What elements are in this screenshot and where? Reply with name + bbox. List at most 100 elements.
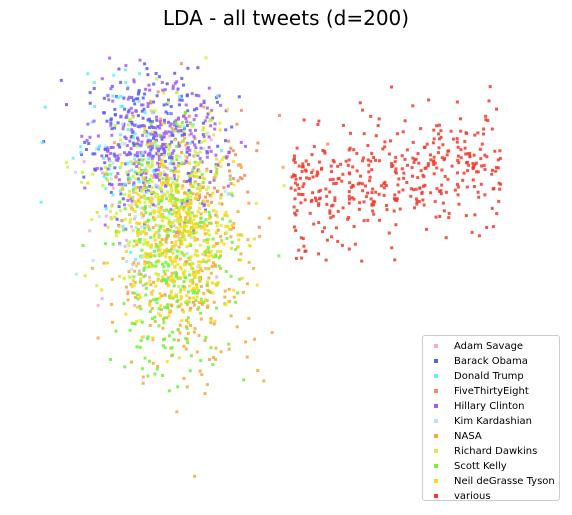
scatter-point xyxy=(205,299,209,302)
scatter-point xyxy=(130,122,134,126)
scatter-point xyxy=(171,330,175,334)
scatter-point xyxy=(134,257,138,261)
scatter-point xyxy=(202,101,206,105)
scatter-point xyxy=(188,258,192,262)
scatter-point xyxy=(490,172,494,176)
scatter-point xyxy=(109,87,113,91)
scatter-point xyxy=(355,151,359,155)
scatter-point xyxy=(143,356,147,360)
scatter-point xyxy=(171,151,175,155)
scatter-point xyxy=(150,120,154,124)
scatter-point xyxy=(153,315,157,319)
scatter-point xyxy=(181,284,185,288)
scatter-point xyxy=(138,269,141,273)
scatter-point xyxy=(198,276,201,280)
scatter-point xyxy=(207,210,211,214)
scatter-point xyxy=(372,156,376,159)
scatter-point xyxy=(115,154,119,158)
scatter-point xyxy=(82,175,86,179)
scatter-point xyxy=(301,185,305,189)
scatter-point xyxy=(196,153,200,157)
scatter-point xyxy=(292,154,296,158)
scatter-point xyxy=(175,91,179,94)
scatter-point xyxy=(176,129,180,133)
scatter-point xyxy=(148,101,152,105)
scatter-point xyxy=(168,162,172,166)
scatter-point xyxy=(205,188,208,192)
scatter-point xyxy=(90,217,94,221)
scatter-point xyxy=(193,153,197,157)
scatter-point xyxy=(188,179,192,183)
scatter-point xyxy=(238,176,242,180)
scatter-point xyxy=(473,163,477,167)
scatter-point xyxy=(153,233,157,237)
scatter-point xyxy=(134,202,138,206)
scatter-point xyxy=(185,147,189,151)
scatter-point xyxy=(199,185,203,189)
scatter-point xyxy=(163,228,166,232)
scatter-point xyxy=(117,178,121,182)
scatter-point xyxy=(158,296,162,300)
scatter-point xyxy=(336,239,340,243)
scatter-point xyxy=(186,230,189,234)
scatter-point xyxy=(416,176,420,180)
scatter-point xyxy=(195,269,198,273)
scatter-point xyxy=(434,215,438,219)
scatter-point xyxy=(160,135,164,139)
scatter-point xyxy=(245,282,249,286)
scatter-point xyxy=(162,154,166,158)
legend-label: FiveThirtyEight xyxy=(454,386,529,397)
scatter-point xyxy=(153,140,157,144)
scatter-point xyxy=(180,162,183,166)
scatter-point xyxy=(151,169,155,173)
scatter-point xyxy=(187,234,191,237)
scatter-point xyxy=(293,197,297,201)
scatter-point xyxy=(113,215,117,219)
scatter-point xyxy=(141,283,145,287)
scatter-point xyxy=(117,67,121,71)
scatter-point xyxy=(165,236,169,240)
legend-swatch xyxy=(434,419,438,423)
scatter-point xyxy=(369,197,373,201)
scatter-point xyxy=(129,197,133,201)
scatter-point xyxy=(159,123,163,127)
scatter-point xyxy=(393,193,397,197)
scatter-point xyxy=(468,151,472,155)
scatter-point xyxy=(432,172,436,176)
scatter-point xyxy=(173,71,177,75)
scatter-point xyxy=(187,211,191,215)
scatter-point xyxy=(120,219,124,222)
scatter-point xyxy=(103,223,107,227)
scatter-point xyxy=(348,146,352,150)
scatter-point xyxy=(150,186,154,189)
scatter-point xyxy=(106,178,110,182)
scatter-point xyxy=(215,170,219,174)
scatter-point xyxy=(158,120,162,124)
scatter-point xyxy=(154,272,158,276)
legend-label: Hillary Clinton xyxy=(454,401,525,412)
scatter-point xyxy=(202,292,206,295)
scatter-point xyxy=(136,234,140,237)
series-hillary-clinton xyxy=(80,56,247,246)
scatter-point xyxy=(148,324,152,327)
scatter-point xyxy=(204,260,208,264)
scatter-point xyxy=(213,173,217,177)
scatter-point xyxy=(340,243,344,247)
scatter-point xyxy=(439,129,443,133)
scatter-point xyxy=(132,181,136,185)
scatter-point xyxy=(127,275,131,279)
scatter-point xyxy=(181,233,184,237)
scatter-point xyxy=(197,271,201,275)
scatter-point xyxy=(199,160,203,164)
scatter-point xyxy=(187,209,191,213)
scatter-point xyxy=(172,284,176,288)
scatter-point xyxy=(218,160,222,164)
scatter-point xyxy=(165,173,169,177)
scatter-point xyxy=(152,209,156,212)
scatter-point xyxy=(232,177,235,181)
scatter-point xyxy=(163,249,167,252)
scatter-point xyxy=(163,316,167,320)
scatter-point xyxy=(447,211,451,215)
scatter-point xyxy=(331,177,335,181)
scatter-point xyxy=(203,228,207,231)
